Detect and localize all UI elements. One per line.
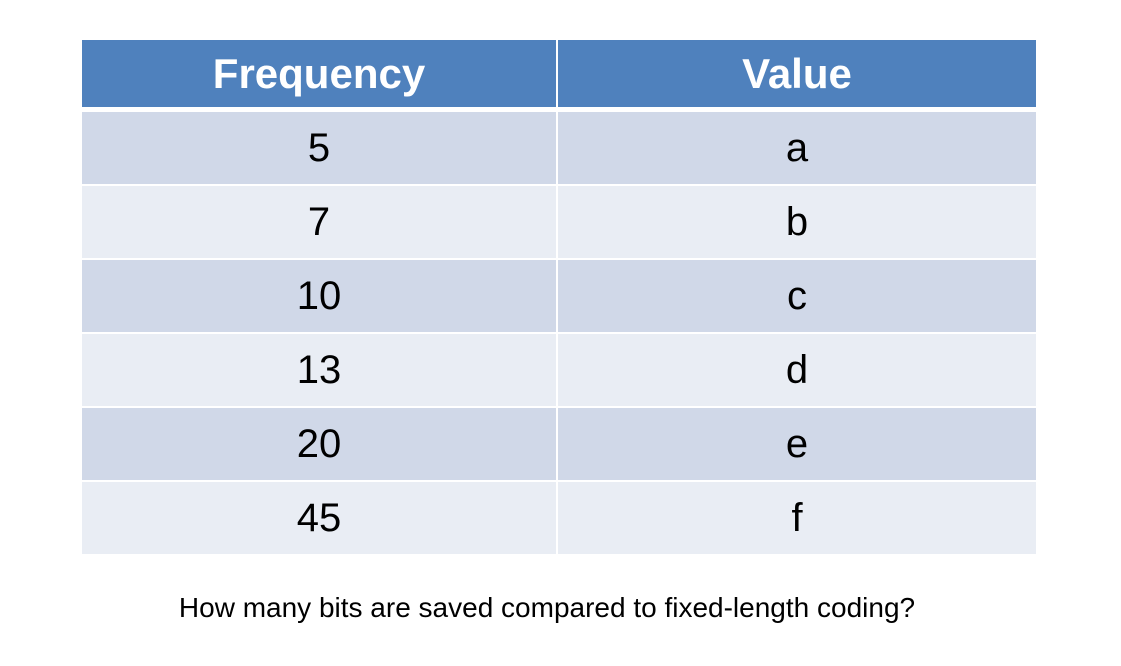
- header-value: Value: [742, 49, 852, 97]
- frequency-cell: 5: [82, 112, 558, 184]
- value-cell: f: [791, 495, 803, 540]
- value-cell: e: [785, 421, 809, 466]
- frequency-cell: 20: [82, 408, 558, 480]
- value-cell: d: [785, 347, 809, 392]
- value-cell: c: [787, 273, 807, 318]
- frequency-cell: 10: [82, 260, 558, 332]
- table-header-row: Frequency Value: [82, 40, 1036, 112]
- frequency-cell: 7: [82, 186, 558, 258]
- value-cell: b: [785, 199, 809, 244]
- frequency-table: Frequency Value 5 a 7 b 10 c 13 d 20 e 4…: [82, 40, 1036, 556]
- frequency-cell: 13: [82, 334, 558, 406]
- header-frequency: Frequency: [82, 40, 558, 107]
- question-text: How many bits are saved compared to fixe…: [178, 592, 916, 623]
- table-row: 10 c: [82, 260, 1036, 334]
- frequency-cell: 45: [82, 482, 558, 554]
- table-row: 20 e: [82, 408, 1036, 482]
- table-row: 13 d: [82, 334, 1036, 408]
- value-cell: a: [785, 125, 809, 170]
- table-row: 7 b: [82, 186, 1036, 260]
- table-row: 45 f: [82, 482, 1036, 556]
- table-row: 5 a: [82, 112, 1036, 186]
